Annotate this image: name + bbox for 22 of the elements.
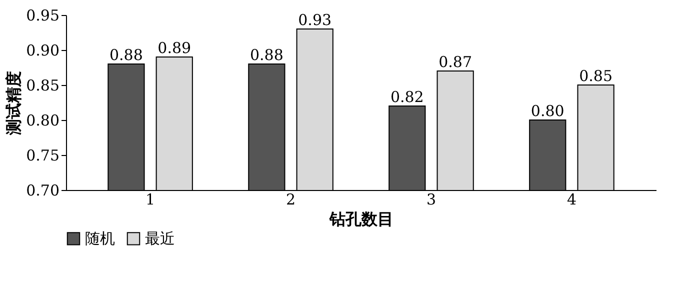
data-label: 0.87	[438, 53, 472, 71]
y-tick-label: 0.90	[26, 42, 60, 60]
data-label: 0.82	[390, 88, 424, 106]
legend-label: 最近	[145, 230, 175, 248]
data-label: 0.80	[530, 102, 564, 120]
y-tick-label: 0.95	[26, 6, 60, 24]
data-label: 0.93	[298, 11, 332, 29]
data-label: 0.89	[158, 39, 192, 57]
y-tick-label: 0.75	[26, 146, 60, 164]
x-tick-label: 2	[286, 190, 296, 208]
x-tick-label: 3	[426, 190, 436, 208]
y-tick-label: 0.85	[26, 76, 60, 94]
legend-label: 随机	[85, 230, 115, 248]
data-label: 0.85	[579, 67, 612, 85]
x-axis-title: 钻孔数目	[328, 210, 394, 228]
x-tick-label: 1	[146, 190, 156, 208]
data-label: 0.88	[250, 46, 284, 64]
y-axis-title: 测试精度	[4, 71, 24, 136]
x-tick-label: 4	[566, 190, 576, 208]
data-label: 0.88	[110, 46, 143, 64]
y-tick-label: 0.70	[26, 182, 60, 200]
y-tick-label: 0.80	[26, 112, 60, 130]
